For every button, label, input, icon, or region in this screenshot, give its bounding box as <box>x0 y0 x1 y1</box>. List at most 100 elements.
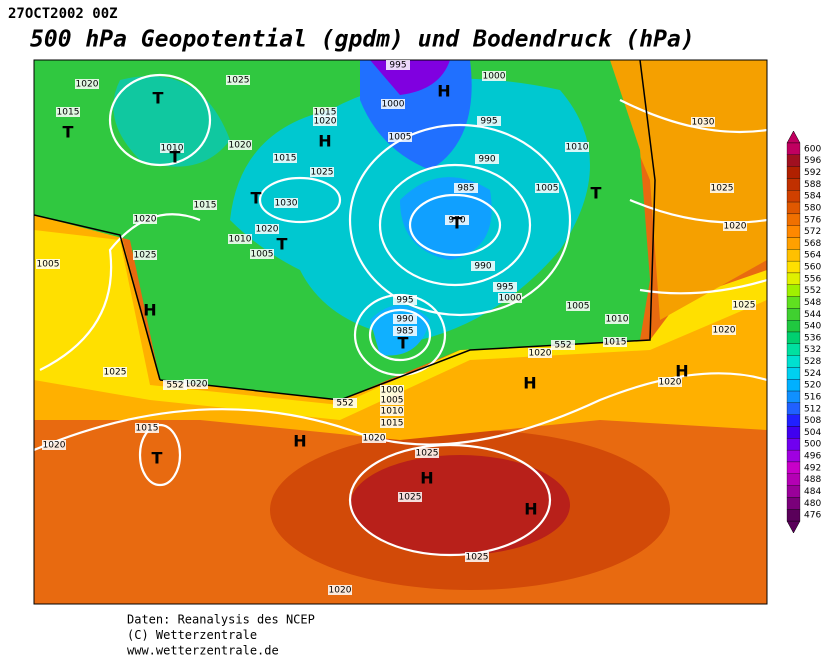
isobar-label: 990 <box>478 155 495 165</box>
isobar-label: 990 <box>474 262 491 272</box>
isobar-label: 1020 <box>314 117 337 127</box>
label-box <box>732 300 756 310</box>
label-box <box>386 60 410 70</box>
label-box <box>565 142 589 152</box>
label-box <box>160 143 184 153</box>
colorbar-swatch <box>786 166 801 179</box>
colorbar-label: 500 <box>804 440 821 450</box>
footer-line: www.wetterzentrale.de <box>127 644 279 656</box>
label-box <box>498 293 522 303</box>
label-box <box>226 75 250 85</box>
label-box <box>313 107 337 117</box>
title: 500 hPa Geopotential (gpdm) und Bodendru… <box>30 27 695 53</box>
isobar-label: 1020 <box>229 141 252 151</box>
pressure-center: H <box>437 82 450 101</box>
colorbar-label: 516 <box>804 392 821 402</box>
colorbar-label: 548 <box>804 298 821 308</box>
pressure-center: T <box>63 123 74 142</box>
label-box <box>471 261 495 271</box>
pressure-center: T <box>591 184 602 203</box>
isobar-label: 995 <box>496 283 513 293</box>
isobar-label: 552 <box>336 399 353 409</box>
isobar-label: 1015 <box>274 154 297 164</box>
colorbar-swatch <box>786 296 801 309</box>
colorbar-swatch <box>786 272 801 285</box>
colorbar-swatch <box>786 260 801 274</box>
isobar-label: 1020 <box>363 434 386 444</box>
colorbar-arrow <box>786 520 801 534</box>
colorbar-label: 580 <box>804 203 821 213</box>
colorbar-label: 484 <box>804 487 821 497</box>
colorbar-swatch <box>786 461 801 474</box>
pressure-center: H <box>523 374 536 393</box>
isobar-label: 1005 <box>37 260 60 270</box>
colorbar-label: 536 <box>804 333 821 343</box>
label-box <box>184 379 208 389</box>
pressure-center: T <box>452 214 463 233</box>
colorbar-swatch <box>786 390 801 404</box>
pressure-center: H <box>293 432 306 451</box>
colorbar-swatch <box>786 178 801 191</box>
colorbar-swatch <box>786 367 801 380</box>
colorbar-swatch <box>786 473 801 486</box>
colorbar-swatch <box>786 343 801 356</box>
isobar-label: 1020 <box>134 215 157 225</box>
pressure-center: T <box>251 189 262 208</box>
colorbar-label: 540 <box>804 322 821 332</box>
colorbar-swatch <box>786 331 801 344</box>
isobar-label: 1005 <box>381 396 404 406</box>
isobar-label: 1000 <box>499 294 522 304</box>
colorbar-label: 576 <box>804 215 821 225</box>
isobar-label: 1020 <box>76 80 99 90</box>
colorbar-swatch <box>786 284 801 297</box>
colorbar-swatch <box>786 449 801 463</box>
label-box <box>380 395 404 405</box>
label-box <box>228 140 252 150</box>
colorbar-swatch <box>786 201 801 215</box>
isobar-label: 1025 <box>227 76 250 86</box>
colorbar-swatch <box>786 249 801 262</box>
colorbar-swatch <box>786 509 801 522</box>
label-box <box>710 183 734 193</box>
label-box <box>535 183 559 193</box>
pressure-center: T <box>398 334 409 353</box>
isobar-label: 1025 <box>711 184 734 194</box>
isobar-label: 1015 <box>194 201 217 211</box>
colorbar-swatch <box>786 414 801 427</box>
colorbar-label: 556 <box>804 274 821 284</box>
isobar-label: 1025 <box>104 368 127 378</box>
map-labels: 9951000H10001020T10251015T1010T102010151… <box>36 60 756 596</box>
isobar-label: 1015 <box>136 424 159 434</box>
isobar-label: 1015 <box>604 338 627 348</box>
isobar-label: 1005 <box>536 184 559 194</box>
footer-line: (C) Wetterzentrale <box>127 628 257 642</box>
colorbar-label: 528 <box>804 357 821 367</box>
label-box <box>250 249 274 259</box>
label-box <box>454 183 478 193</box>
pressure-center: T <box>277 235 288 254</box>
isobar-label: 1025 <box>134 251 157 261</box>
label-box <box>36 259 60 269</box>
colorbar-swatch <box>786 308 801 321</box>
label-box <box>381 99 405 109</box>
isobar-label: 1005 <box>567 302 590 312</box>
pressure-center: H <box>675 362 688 381</box>
isobar-label: 1000 <box>381 386 404 396</box>
label-box <box>313 116 337 126</box>
colorbar-label: 496 <box>804 452 821 462</box>
colorbar-swatch <box>786 485 801 498</box>
isobar-label: 1000 <box>483 72 506 82</box>
colorbar-label: 600 <box>804 144 821 154</box>
isobar-label: 1020 <box>659 378 682 388</box>
pressure-center: H <box>420 469 433 488</box>
pressure-center: T <box>170 148 181 167</box>
colorbar-label: 596 <box>804 156 821 166</box>
label-box <box>393 295 417 305</box>
label-box <box>393 326 417 336</box>
pressure-center: T <box>153 89 164 108</box>
isobar-label: 1010 <box>161 144 184 154</box>
colorbar-swatch <box>786 213 801 226</box>
colorbar-swatch <box>786 142 801 155</box>
isobar-label: 1020 <box>713 326 736 336</box>
